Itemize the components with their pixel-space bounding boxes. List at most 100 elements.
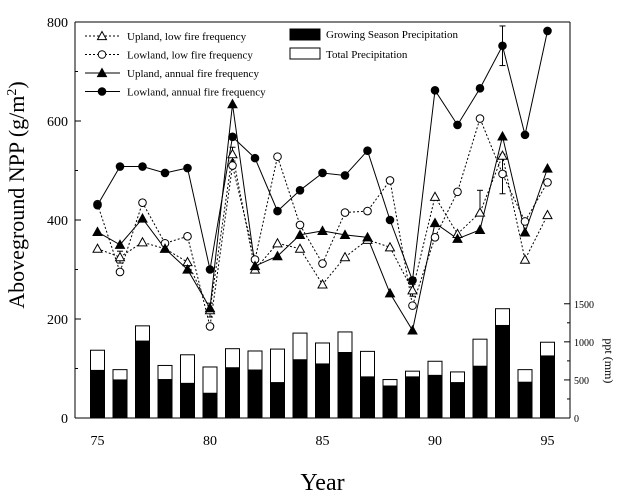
y-axis-title-superscript: 2 bbox=[5, 89, 20, 96]
legend-marker-0 bbox=[96, 30, 108, 41]
series-point-0 bbox=[272, 237, 283, 248]
series-point-1 bbox=[453, 187, 462, 197]
series-point-2 bbox=[137, 212, 148, 223]
y2-tick-label: 500 bbox=[574, 376, 589, 387]
series-point-3 bbox=[498, 41, 507, 51]
series-point-2 bbox=[294, 229, 306, 239]
series-point-3 bbox=[93, 200, 102, 210]
series-point-3 bbox=[183, 163, 192, 173]
series-point-1 bbox=[228, 161, 237, 170]
growing-season-precip-bar bbox=[540, 355, 555, 419]
series-point-1 bbox=[498, 169, 507, 179]
y-tick-label: 600 bbox=[47, 115, 68, 130]
series-point-1 bbox=[520, 217, 530, 226]
series-point-1 bbox=[408, 301, 417, 310]
growing-season-precip-bar bbox=[382, 385, 398, 419]
series-point-0 bbox=[339, 251, 351, 262]
series-point-1 bbox=[475, 114, 485, 123]
legend-label-2: Upland, annual fire frequency bbox=[127, 68, 259, 80]
y2-axis-title: ppt (mm) bbox=[602, 338, 616, 383]
y-axis-title-close: ) bbox=[4, 81, 29, 88]
series-point-1 bbox=[205, 322, 215, 331]
y-axis-title: Aboveground NPP (g/m2) bbox=[4, 81, 29, 308]
series-point-0 bbox=[384, 241, 396, 252]
series-line-2 bbox=[97, 104, 548, 332]
series-point-3 bbox=[453, 120, 462, 130]
series-point-2 bbox=[317, 225, 328, 235]
series-point-3 bbox=[363, 146, 372, 155]
y2-tick-label: 1000 bbox=[574, 338, 594, 349]
series-point-2 bbox=[542, 162, 553, 173]
series-point-1 bbox=[543, 178, 552, 187]
growing-season-precip-bar bbox=[472, 365, 488, 419]
legend-label-1: Lowland, low fire frequency bbox=[127, 50, 253, 62]
y2-tick-label: 1500 bbox=[574, 300, 594, 311]
growing-season-precip-bar bbox=[405, 376, 420, 419]
series-point-0 bbox=[92, 243, 103, 253]
legend-marker-1 bbox=[97, 50, 107, 59]
growing-season-precip-bar bbox=[292, 359, 308, 419]
x-tick-label: 75 bbox=[91, 434, 105, 449]
growing-season-precip-bar bbox=[360, 376, 375, 419]
series-point-3 bbox=[385, 215, 395, 225]
y-axis-title-main: Aboveground NPP (g/m bbox=[4, 96, 29, 309]
series-point-1 bbox=[183, 232, 192, 241]
series-point-2 bbox=[452, 233, 463, 243]
x-tick-label: 80 bbox=[203, 434, 217, 449]
series-point-3 bbox=[138, 162, 147, 171]
series-point-2 bbox=[497, 130, 508, 141]
x-tick-label: 85 bbox=[316, 434, 330, 449]
series-point-0 bbox=[294, 243, 306, 253]
series-point-1 bbox=[318, 259, 327, 268]
growing-season-precip-bar bbox=[157, 379, 173, 419]
series-point-2 bbox=[384, 287, 396, 298]
series-point-2 bbox=[272, 250, 283, 261]
series-point-1 bbox=[430, 233, 440, 242]
series-point-2 bbox=[204, 302, 216, 313]
series-point-2 bbox=[362, 231, 373, 242]
growing-season-precip-bar bbox=[180, 382, 195, 419]
growing-season-precip-bar bbox=[270, 382, 285, 419]
series-point-0 bbox=[519, 254, 531, 264]
y-tick-label: 400 bbox=[47, 214, 68, 229]
series-point-1 bbox=[340, 208, 350, 217]
growing-season-precip-bar bbox=[247, 369, 263, 419]
series-point-2 bbox=[227, 98, 238, 109]
series-point-3 bbox=[228, 132, 237, 142]
legend-label-growing-season: Growing Season Precipitation bbox=[326, 29, 458, 41]
series-point-3 bbox=[475, 84, 485, 93]
y-tick-label: 0 bbox=[61, 412, 68, 427]
growing-season-precip-bar bbox=[90, 369, 105, 419]
x-axis-title: Year bbox=[300, 470, 344, 495]
series-point-2 bbox=[429, 217, 441, 228]
series-line-1 bbox=[97, 117, 548, 327]
legend-label-total: Total Precipitation bbox=[326, 49, 408, 61]
series-point-3 bbox=[205, 265, 215, 274]
series-point-0 bbox=[474, 207, 486, 217]
series-point-2 bbox=[159, 243, 171, 253]
growing-season-precip-bar bbox=[315, 363, 330, 419]
series-point-0 bbox=[542, 209, 553, 220]
legend-label-0: Upland, low fire frequency bbox=[127, 31, 247, 43]
series-point-1 bbox=[115, 267, 125, 277]
series-point-3 bbox=[520, 130, 530, 140]
series-point-2 bbox=[114, 239, 126, 249]
series-point-3 bbox=[115, 162, 125, 171]
series-point-1 bbox=[273, 152, 282, 161]
legend-label-3: Lowland, annual fire frequency bbox=[127, 87, 266, 99]
legend-swatch-growing-season bbox=[289, 28, 321, 41]
growing-season-precip-bar bbox=[517, 381, 533, 419]
y2-tick-label: 0 bbox=[574, 414, 579, 425]
series-point-0 bbox=[137, 236, 148, 247]
series-point-1 bbox=[295, 220, 305, 230]
series-point-2 bbox=[519, 226, 531, 237]
series-point-0 bbox=[114, 251, 126, 262]
series-point-2 bbox=[249, 260, 261, 271]
series-point-3 bbox=[295, 186, 305, 195]
growing-season-precip-bar bbox=[495, 324, 510, 419]
series-point-3 bbox=[340, 171, 350, 180]
series-point-1 bbox=[385, 176, 395, 185]
series-point-0 bbox=[227, 148, 238, 159]
series-point-2 bbox=[182, 263, 193, 274]
series-point-3 bbox=[160, 168, 170, 178]
